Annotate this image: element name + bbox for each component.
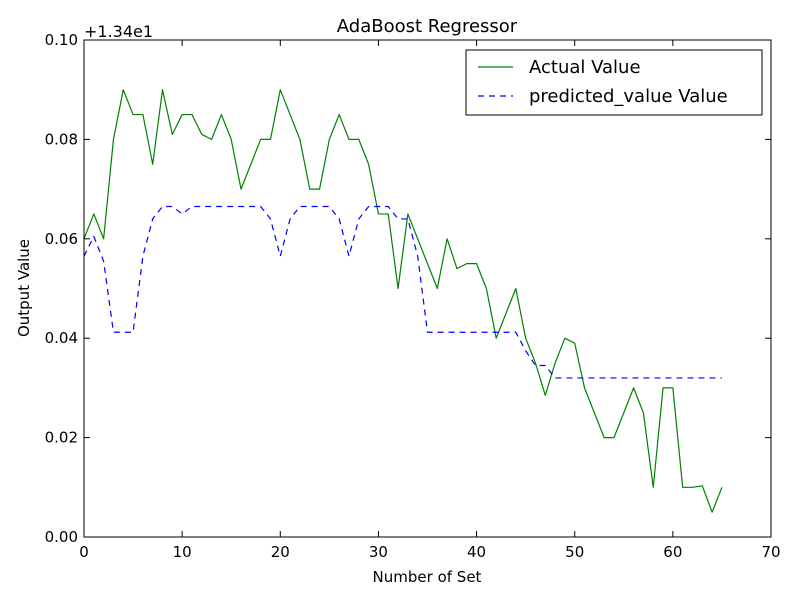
- legend-box: [465, 49, 763, 116]
- x-tick-label: 70: [761, 543, 780, 561]
- series-line-predicted: [83, 205, 722, 379]
- legend: Actual Value predicted_value Value: [465, 49, 763, 116]
- plot-frame: [83, 39, 772, 538]
- x-tick-label: 50: [565, 543, 584, 561]
- legend-label-predicted: predicted_value Value: [529, 86, 728, 107]
- y-offset-label: +1.34e1: [84, 22, 153, 41]
- x-tick-label: 30: [369, 543, 388, 561]
- ticks-layer: 0 10 20 30 40 50 60 70 0.00 0.02 0.04 0.06 0.08 0.10: [45, 31, 781, 561]
- x-tick-label: 0: [79, 543, 89, 561]
- y-tick-label: 0.08: [45, 130, 78, 148]
- y-tick-label: 0.06: [45, 230, 78, 248]
- series-layer: [83, 89, 723, 513]
- y-tick-label: 0.10: [45, 31, 78, 49]
- y-axis-label: Output Value: [15, 239, 33, 337]
- x-tick-label: 10: [173, 543, 192, 561]
- chart-title: AdaBoost Regressor: [337, 16, 518, 37]
- x-tick-label: 40: [467, 543, 486, 561]
- x-axis-label: Number of Set: [373, 568, 482, 586]
- legend-label-actual: Actual Value: [529, 57, 641, 78]
- y-tick-label: 0.00: [45, 528, 78, 546]
- series-line-actual: [83, 89, 723, 513]
- x-tick-label: 60: [663, 543, 682, 561]
- y-tick-label: 0.04: [45, 329, 78, 347]
- x-tick-label: 20: [271, 543, 290, 561]
- y-tick-label: 0.02: [45, 429, 78, 447]
